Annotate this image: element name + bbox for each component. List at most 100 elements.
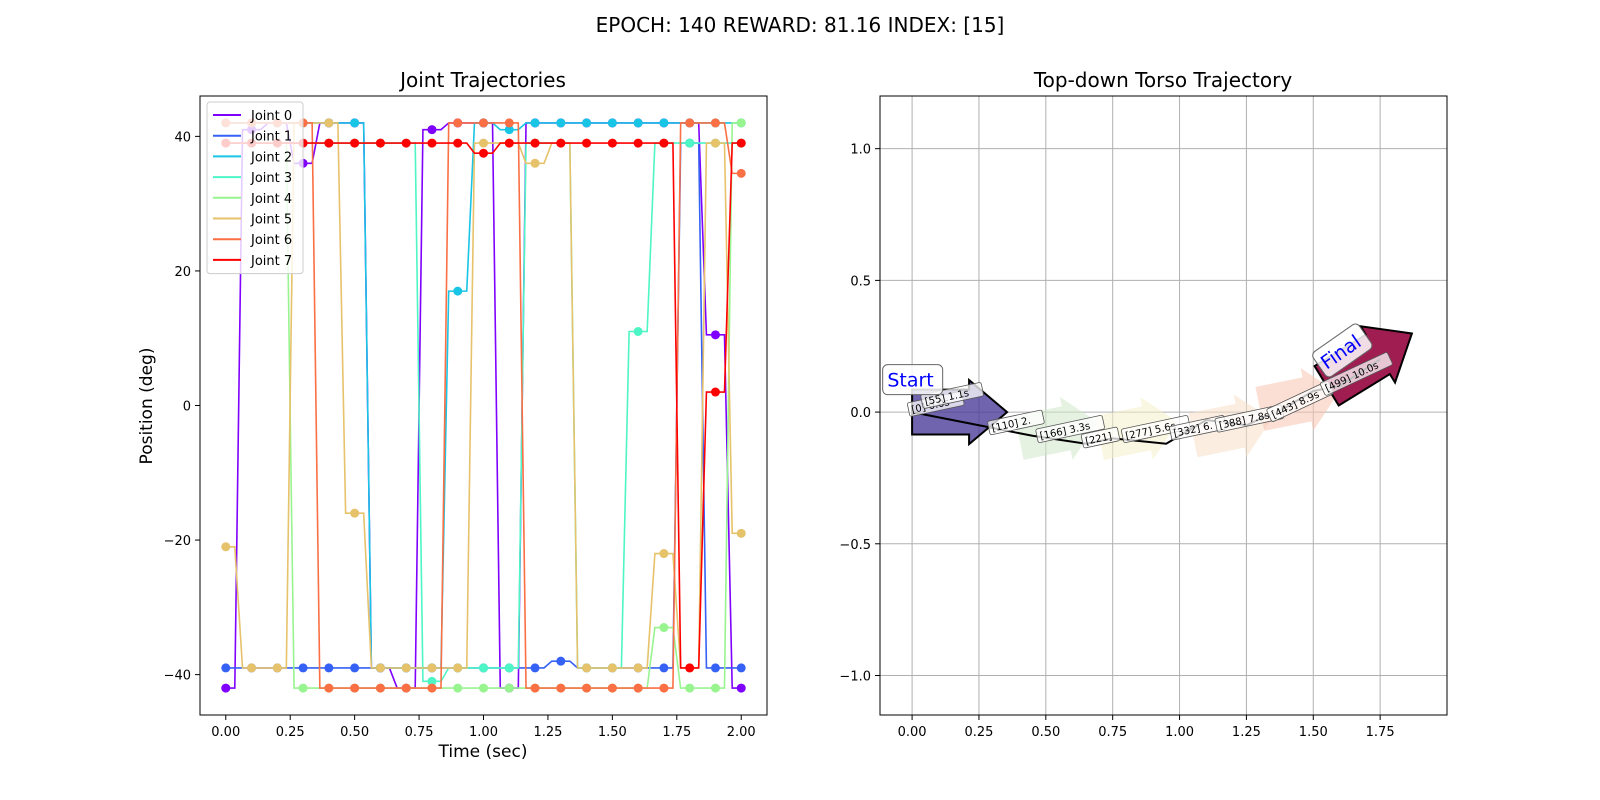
waypoint-box	[920, 382, 984, 409]
x-tick-label: 2.00	[727, 725, 756, 740]
data-point	[401, 683, 411, 693]
legend-entry: Joint 7	[213, 254, 292, 269]
data-point	[504, 663, 514, 673]
data-point	[556, 656, 566, 666]
x-tick-label: 1.50	[1299, 725, 1328, 740]
data-point	[633, 118, 643, 128]
data-point	[324, 118, 334, 128]
data-point	[298, 663, 308, 673]
legend-entry: Joint 0	[213, 109, 292, 124]
data-point	[504, 125, 514, 135]
joint-trajectories-axes: Joint Trajectories 0.00 0.25 0.50 0.75 1.00 1…	[137, 68, 768, 762]
legend-label: Joint 2	[250, 150, 292, 165]
data-point	[710, 118, 720, 128]
data-point	[736, 663, 746, 673]
x-tick-label: 1.25	[533, 725, 562, 740]
legend-label: Joint 6	[250, 233, 292, 248]
data-point	[710, 387, 720, 397]
legend-label: Joint 7	[250, 254, 292, 269]
data-point	[298, 683, 308, 693]
data-point	[530, 118, 540, 128]
data-point	[710, 683, 720, 693]
data-point	[582, 683, 592, 693]
right-plot-area: [0] 0.0s[55] 1.1s[110] 2.[166] 3.3s[221]…	[882, 323, 1414, 460]
x-tick-label: 1.00	[1165, 725, 1194, 740]
data-point	[710, 138, 720, 148]
data-point	[659, 549, 669, 559]
data-point	[324, 683, 334, 693]
data-point	[453, 138, 463, 148]
waypoint-text: [221]	[1084, 431, 1113, 447]
data-point	[633, 663, 643, 673]
x-tick-label: 0.25	[964, 725, 993, 740]
right-axes-frame	[879, 95, 1448, 716]
data-point	[324, 663, 334, 673]
data-point	[659, 118, 669, 128]
data-point	[607, 118, 617, 128]
waypoint-box	[1080, 426, 1121, 449]
figure-suptitle: EPOCH: 140 REWARD: 81.16 INDEX: [15]	[596, 13, 1005, 37]
data-point	[659, 623, 669, 633]
legend-entry: Joint 2	[213, 150, 292, 165]
start-label: Start	[882, 364, 944, 396]
x-tick-label: 0.00	[211, 725, 240, 740]
data-point	[633, 138, 643, 148]
data-point	[607, 663, 617, 673]
data-point	[221, 542, 231, 552]
legend-entry: Joint 4	[213, 192, 292, 207]
legend-entry: Joint 5	[213, 213, 292, 228]
y-tick-label: 0.0	[850, 406, 871, 421]
data-point	[479, 138, 488, 148]
data-point	[659, 138, 669, 148]
y-tick-label: −1.0	[839, 669, 871, 684]
y-tick-label: 0.5	[850, 274, 871, 289]
x-tick-label: 0.75	[405, 725, 434, 740]
data-point	[530, 158, 540, 168]
data-point	[736, 528, 746, 538]
x-tick-label: 1.00	[469, 725, 498, 740]
left-x-axis-label: Time (sec)	[438, 742, 528, 762]
data-point	[659, 683, 669, 693]
waypoint-box	[987, 409, 1045, 436]
y-tick-label: −20	[164, 534, 191, 549]
data-point	[427, 125, 437, 135]
data-point	[453, 683, 463, 693]
legend-box	[206, 101, 304, 275]
data-point	[685, 683, 695, 693]
right-x-ticks: 0.00 0.25 0.50 0.75 1.00 1.25 1.50 1.75	[898, 715, 1395, 740]
data-point	[272, 663, 282, 673]
data-point	[556, 138, 566, 148]
legend: Joint 0 Joint 1 Joint 2 Joint 3 Joint 4 Joint…	[206, 101, 304, 275]
x-tick-label: 0.00	[898, 725, 927, 740]
x-tick-label: 0.75	[1098, 725, 1127, 740]
data-point	[736, 118, 746, 128]
data-point	[427, 663, 437, 673]
legend-label: Joint 4	[250, 192, 292, 207]
data-point	[427, 676, 437, 686]
data-point	[350, 508, 360, 518]
data-point	[685, 663, 695, 673]
data-point	[453, 286, 463, 296]
data-point	[530, 663, 540, 673]
data-point	[479, 148, 488, 158]
data-point	[633, 326, 643, 336]
data-point	[582, 118, 592, 128]
data-point	[556, 118, 566, 128]
left-chart-title: Joint Trajectories	[398, 68, 566, 92]
waypoint-box	[1121, 415, 1191, 443]
legend-entry: Joint 3	[213, 171, 292, 186]
start-label-text: Start	[887, 370, 933, 392]
x-tick-label: 1.25	[1232, 725, 1261, 740]
right-chart-title: Top-down Torso Trajectory	[1033, 68, 1292, 92]
left-y-axis-label: Position (deg)	[137, 348, 157, 465]
right-grid	[880, 96, 1447, 715]
data-point	[607, 138, 617, 148]
data-point	[530, 138, 540, 148]
legend-entry: Joint 1	[213, 130, 292, 145]
y-tick-label: 20	[174, 265, 191, 280]
data-point	[504, 683, 514, 693]
data-point	[324, 138, 334, 148]
data-point	[247, 663, 257, 673]
data-point	[375, 663, 385, 673]
